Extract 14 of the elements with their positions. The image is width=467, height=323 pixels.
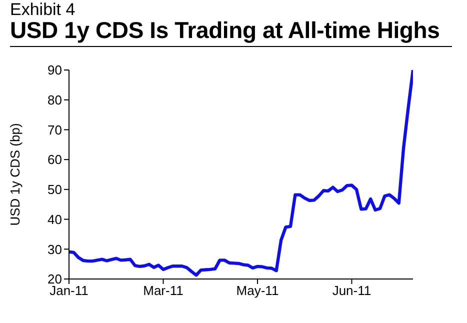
y-tick-label: 60 <box>48 152 62 168</box>
y-tick-label: 30 <box>48 242 62 257</box>
y-tick-label: 70 <box>48 122 62 138</box>
chart-title: USD 1y CDS Is Trading at All-time Highs <box>10 17 452 47</box>
y-axis-title: USD 1y CDS (bp) <box>8 123 23 226</box>
chart-subtitle: Exhibit 4 <box>10 0 76 20</box>
x-tick-label: May-11 <box>236 283 279 298</box>
y-tick-label: 80 <box>48 92 62 108</box>
y-tick-label: 50 <box>48 182 62 198</box>
x-tick-label: Mar-11 <box>143 283 184 298</box>
line-series <box>69 70 413 277</box>
y-tick-label: 90 <box>48 62 62 78</box>
x-tick-label: Jun-11 <box>332 283 372 298</box>
y-tick-label: 40 <box>48 212 62 227</box>
